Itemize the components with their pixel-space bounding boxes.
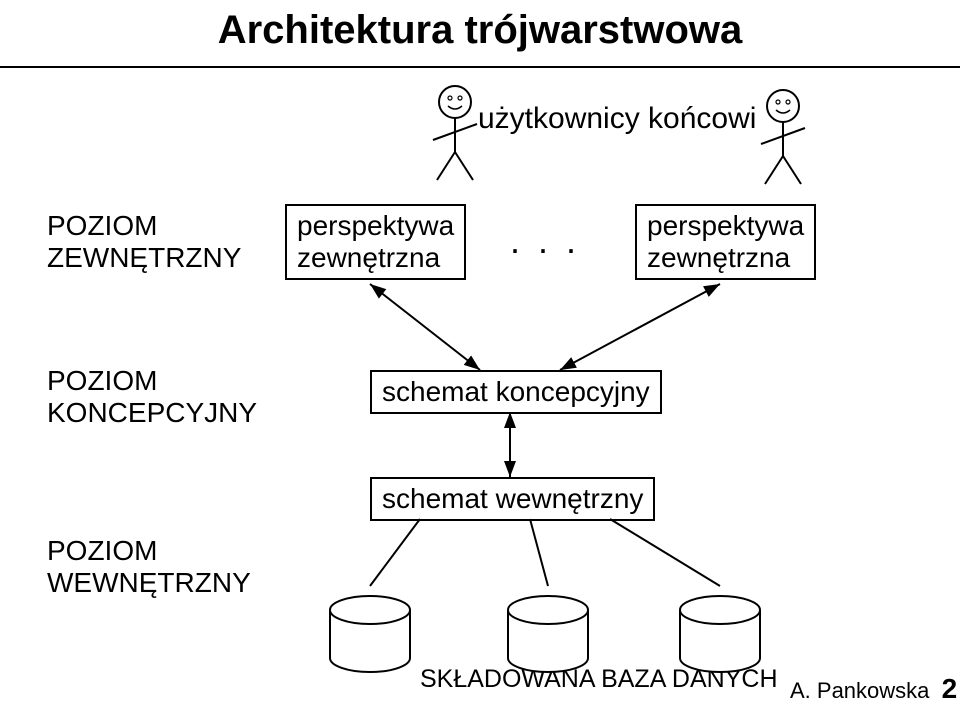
diagram-svg	[0, 0, 960, 701]
